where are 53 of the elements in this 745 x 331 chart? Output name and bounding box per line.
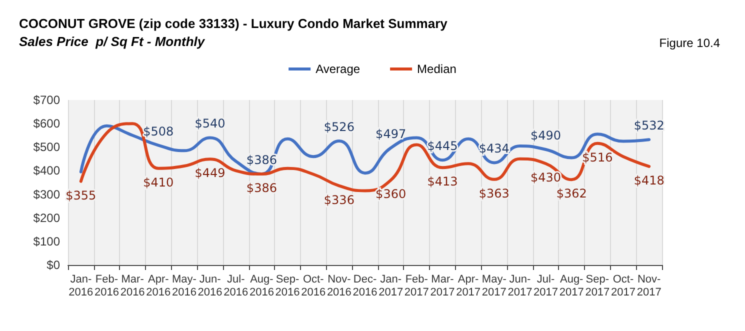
x-tick-label: Nov- 2016 (326, 274, 352, 298)
data-label: $360 (376, 187, 406, 202)
data-label: $410 (143, 175, 174, 190)
x-tick-label: Mar- 2016 (120, 274, 145, 298)
x-tick-label: Jun- 2016 (198, 274, 222, 298)
legend-label: Median (417, 62, 456, 76)
x-tick-label: Jan- 2017 (378, 274, 404, 298)
caption: Figure 10.4 (659, 36, 720, 50)
x-tick-label: Nov- 2017 (636, 274, 662, 298)
x-tick-label: Jul- 2017 (534, 274, 558, 298)
x-tick-label: Oct- 2017 (611, 274, 636, 298)
data-label: $540 (194, 116, 226, 131)
x-tick-label: Oct- 2016 (301, 274, 326, 298)
data-label: $362 (556, 186, 587, 201)
data-label: $490 (530, 128, 562, 142)
y-tick-label: $700 (33, 93, 60, 107)
data-label: $526 (324, 120, 354, 134)
data-label: $336 (324, 192, 354, 207)
x-tick-label: Jul- 2016 (224, 274, 248, 298)
legend-label: Average (316, 62, 360, 76)
x-tick-label: Apr- 2016 (146, 274, 171, 298)
data-label: $386 (246, 181, 277, 196)
data-label: $355 (66, 188, 96, 202)
x-tick-label: Apr- 2017 (456, 274, 481, 298)
data-label: $497 (376, 126, 406, 141)
x-tick-label: Sep- 2016 (275, 274, 300, 298)
x-tick-label: May- 2016 (172, 274, 197, 298)
y-tick-label: $400 (33, 164, 60, 178)
chart-title: COCONUT GROVE (zip code 33133) - Luxury Condo Market Summary (19, 16, 448, 31)
x-tick-label: Sep- 2017 (585, 274, 610, 298)
x-tick-label: Aug- 2016 (249, 274, 274, 298)
data-label: $418 (634, 173, 664, 188)
y-tick-label: $300 (33, 187, 60, 202)
x-tick-label: Feb- 2017 (404, 274, 429, 298)
x-tick-label: Jan- 2016 (68, 274, 94, 298)
y-tick-label: $100 (33, 234, 60, 248)
data-label: $532 (634, 118, 664, 133)
chart-subtitle: Sales Price p/ Sq Ft - Monthly (19, 34, 206, 49)
data-label: $449 (194, 166, 226, 180)
x-tick-label: Aug- 2017 (559, 274, 584, 298)
y-tick-label: $600 (33, 116, 60, 131)
y-tick-label: $0 (46, 258, 60, 272)
x-tick-label: Jun- 2017 (508, 274, 532, 298)
x-tick-label: May- 2017 (482, 274, 507, 298)
y-tick-label: $500 (33, 140, 60, 154)
data-label: $430 (530, 170, 562, 185)
data-label: $508 (143, 124, 174, 138)
x-tick-label: Feb- 2016 (94, 274, 119, 298)
data-label: $413 (427, 174, 458, 189)
x-tick-label: Dec- 2016 (352, 274, 378, 298)
y-tick-label: $200 (33, 210, 60, 225)
data-label: $363 (478, 186, 510, 200)
x-tick-label: Mar- 2017 (430, 274, 455, 298)
